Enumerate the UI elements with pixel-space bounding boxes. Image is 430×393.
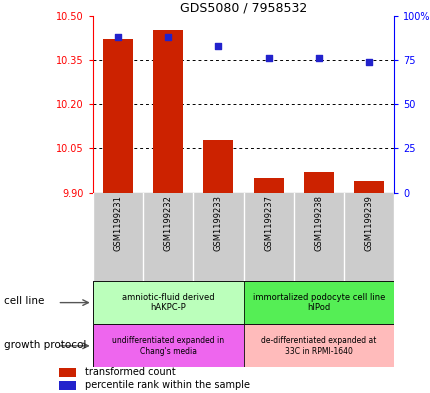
Bar bbox=[59, 381, 75, 390]
Text: GSM1199233: GSM1199233 bbox=[213, 195, 222, 251]
Text: amniotic-fluid derived
hAKPC-P: amniotic-fluid derived hAKPC-P bbox=[122, 293, 214, 312]
Point bbox=[164, 34, 171, 40]
Point bbox=[215, 43, 221, 49]
Text: immortalized podocyte cell line
hIPod: immortalized podocyte cell line hIPod bbox=[252, 293, 384, 312]
Text: GSM1199239: GSM1199239 bbox=[364, 195, 373, 251]
Bar bbox=[253, 178, 283, 193]
Text: GSM1199231: GSM1199231 bbox=[113, 195, 122, 251]
Point bbox=[365, 59, 372, 65]
Point bbox=[114, 34, 121, 40]
Text: GSM1199232: GSM1199232 bbox=[163, 195, 172, 251]
Text: percentile rank within the sample: percentile rank within the sample bbox=[84, 380, 249, 390]
Bar bbox=[92, 281, 243, 324]
Point bbox=[315, 55, 322, 61]
Text: cell line: cell line bbox=[4, 296, 45, 307]
Text: de-differentiated expanded at
33C in RPMI-1640: de-differentiated expanded at 33C in RPM… bbox=[261, 336, 376, 356]
Bar bbox=[59, 368, 75, 377]
Title: GDS5080 / 7958532: GDS5080 / 7958532 bbox=[179, 2, 307, 15]
Bar bbox=[243, 281, 393, 324]
Text: GSM1199238: GSM1199238 bbox=[314, 195, 322, 251]
Text: transformed count: transformed count bbox=[84, 367, 175, 377]
Text: growth protocol: growth protocol bbox=[4, 340, 86, 350]
Bar bbox=[102, 39, 132, 193]
Bar bbox=[243, 324, 393, 367]
Bar bbox=[203, 140, 233, 193]
Point bbox=[264, 55, 271, 61]
Bar bbox=[92, 324, 243, 367]
Text: undifferentiated expanded in
Chang's media: undifferentiated expanded in Chang's med… bbox=[112, 336, 224, 356]
Bar bbox=[353, 181, 384, 193]
Text: GSM1199237: GSM1199237 bbox=[264, 195, 273, 251]
Bar bbox=[303, 172, 333, 193]
Bar bbox=[153, 31, 183, 193]
